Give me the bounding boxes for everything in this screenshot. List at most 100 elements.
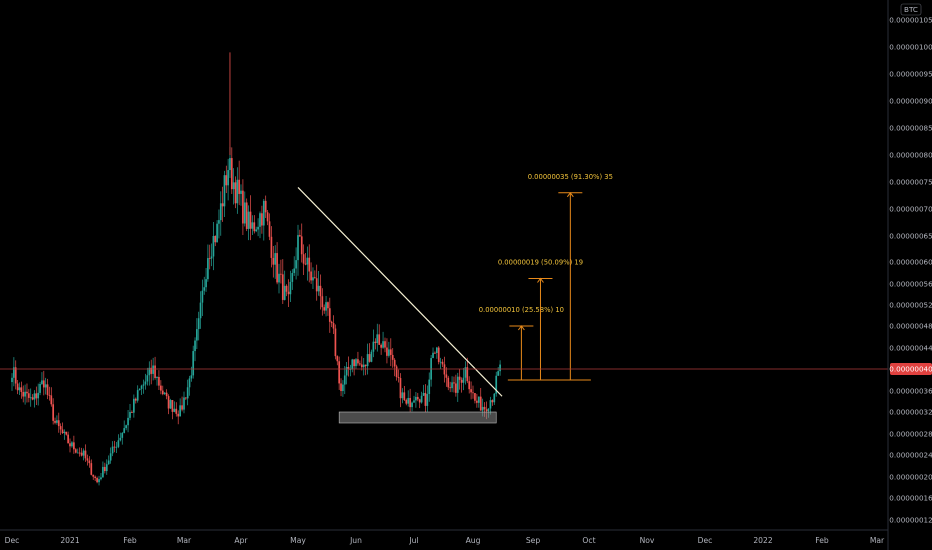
candle <box>13 357 15 387</box>
y-tick-label: 0.00000070 <box>889 205 932 214</box>
candle <box>424 384 427 413</box>
candle <box>437 346 440 365</box>
candle <box>243 191 246 227</box>
candle <box>330 320 333 328</box>
candle <box>477 396 480 408</box>
candle <box>434 351 436 354</box>
currency-label: BTC <box>904 5 918 14</box>
support-zone[interactable] <box>338 411 497 424</box>
descending-trendline[interactable] <box>297 186 503 397</box>
candle <box>212 222 215 271</box>
candle <box>253 215 256 234</box>
measure-label: 0.00000010 (25.58%) 10 <box>479 306 564 314</box>
candle <box>274 245 277 279</box>
candle <box>285 284 288 297</box>
x-tick-label: Oct <box>582 536 595 545</box>
candle <box>411 401 413 412</box>
candle <box>207 244 209 282</box>
candle <box>52 398 55 425</box>
candle <box>125 424 127 431</box>
candle <box>325 296 327 317</box>
candle <box>397 369 400 383</box>
y-tick-label: 0.00000036 <box>889 387 932 396</box>
y-tick-label: 0.00000075 <box>889 178 932 187</box>
candle <box>332 315 335 335</box>
candle <box>73 435 75 454</box>
candle <box>232 168 235 205</box>
candle <box>327 301 329 316</box>
price-range-measure[interactable]: 0.00000019 (50.09%) 19 <box>498 259 583 381</box>
candle <box>447 375 450 391</box>
candle <box>493 392 496 405</box>
candle <box>240 184 242 206</box>
candle <box>472 385 474 399</box>
candle <box>223 170 226 218</box>
candle <box>177 410 180 425</box>
candle <box>140 384 143 395</box>
candle <box>360 356 363 371</box>
measure-label: 0.00000019 (50.09%) 19 <box>498 259 583 267</box>
candle <box>272 246 275 278</box>
candle <box>11 373 13 391</box>
candle <box>255 226 258 233</box>
candle <box>142 379 145 394</box>
candle <box>262 198 265 241</box>
candle <box>306 246 309 281</box>
candle <box>192 345 195 379</box>
candle <box>161 385 164 396</box>
candle <box>259 211 261 239</box>
price-range-measure[interactable]: 0.00000035 (91.30%) 35 <box>528 173 613 380</box>
candle <box>230 147 233 194</box>
x-tick-label: 2021 <box>60 536 79 545</box>
candle <box>48 386 51 401</box>
candle <box>188 375 191 396</box>
candle <box>111 441 114 457</box>
y-tick-label: 0.00000048 <box>889 322 932 331</box>
candle <box>90 459 93 476</box>
candle <box>210 243 213 267</box>
last-price-label: 0.00000040 <box>889 365 932 374</box>
candle <box>342 380 344 397</box>
candle <box>84 444 87 462</box>
x-tick-label: Feb <box>123 536 137 545</box>
candle <box>443 356 446 383</box>
y-tick-label: 0.00000016 <box>889 494 932 503</box>
candle <box>281 259 284 304</box>
candle <box>16 379 19 395</box>
candle <box>39 381 41 396</box>
candle <box>65 431 68 436</box>
candle <box>310 262 312 284</box>
candle <box>201 279 204 316</box>
candle <box>242 179 244 236</box>
x-tick-label: Jun <box>349 536 362 545</box>
candle <box>41 372 43 386</box>
candle <box>63 429 66 440</box>
candle <box>98 475 100 486</box>
y-tick-label: 0.00000052 <box>889 301 932 310</box>
candle <box>491 399 494 406</box>
candle <box>27 389 30 403</box>
candle <box>46 378 49 400</box>
price-range-measure[interactable]: 0.00000010 (25.58%) 10 <box>479 306 564 380</box>
y-tick-label: 0.00000085 <box>889 124 932 133</box>
candle <box>401 388 404 404</box>
drawings-layer[interactable]: 0.00000010 (25.58%) 10 0.00000019 (50.09%… <box>297 173 613 424</box>
candle <box>238 160 241 206</box>
candle <box>380 343 382 355</box>
y-tick-label: 0.00000012 <box>889 516 932 525</box>
candle <box>297 224 299 276</box>
candle <box>24 384 26 405</box>
candle <box>291 269 294 290</box>
candle <box>395 364 398 381</box>
candle <box>313 270 316 279</box>
y-tick-label: 0.00000100 <box>889 43 932 52</box>
candle <box>183 391 185 414</box>
candle <box>74 448 77 454</box>
x-tick-label: Jul <box>408 536 418 545</box>
candle <box>264 195 267 219</box>
candle <box>364 364 367 376</box>
candle <box>319 274 322 310</box>
candle <box>302 244 305 275</box>
candle <box>22 385 25 403</box>
